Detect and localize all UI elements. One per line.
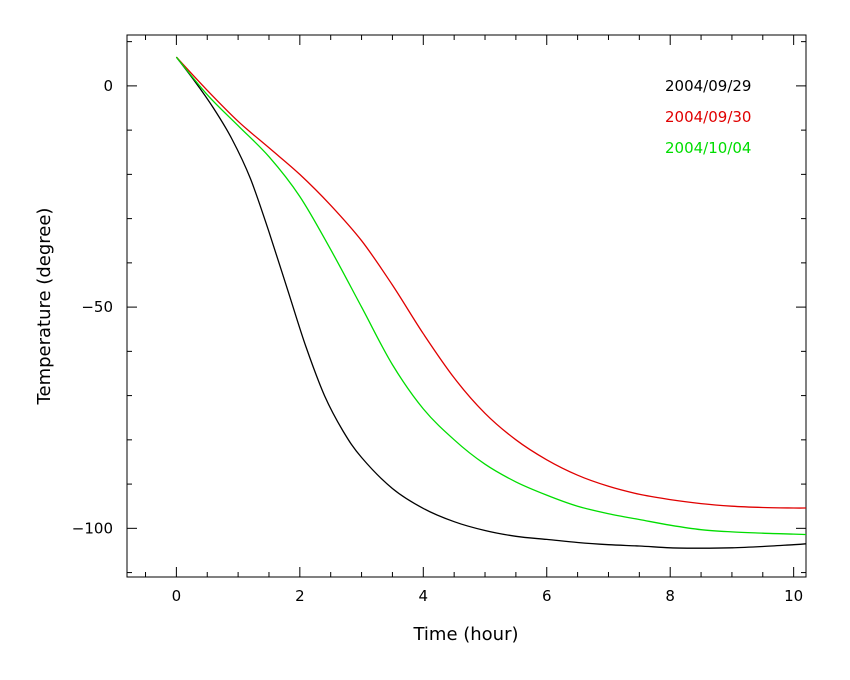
x-axis-label: Time (hour): [412, 624, 518, 645]
y-axis-label: Temperature (degree): [34, 208, 55, 406]
legend: 2004/09/29 2004/09/30 2004/10/04: [665, 77, 751, 157]
legend-entry-1: 2004/09/29: [665, 77, 751, 95]
plot-frame: [126, 34, 807, 578]
series-line-2: [175, 56, 807, 509]
y-tick-label: 0: [103, 77, 113, 95]
x-tick-label: 4: [419, 587, 429, 605]
legend-entry-3: 2004/10/04: [665, 139, 751, 157]
x-tick-label: 2: [295, 587, 305, 605]
x-tick-label: 6: [542, 587, 552, 605]
series-line-1: [175, 56, 807, 549]
axis-ticks: 0 2 4 6 8 10 0 −50 −100: [72, 35, 806, 605]
x-tick-label: 8: [665, 587, 675, 605]
x-tick-label: 0: [172, 587, 182, 605]
legend-entry-2: 2004/09/30: [665, 108, 751, 126]
y-tick-label: −100: [72, 519, 113, 537]
series-layer: [175, 56, 807, 549]
series-line-3: [175, 56, 807, 536]
y-tick-label: −50: [81, 298, 113, 316]
x-tick-label: 10: [784, 587, 803, 605]
